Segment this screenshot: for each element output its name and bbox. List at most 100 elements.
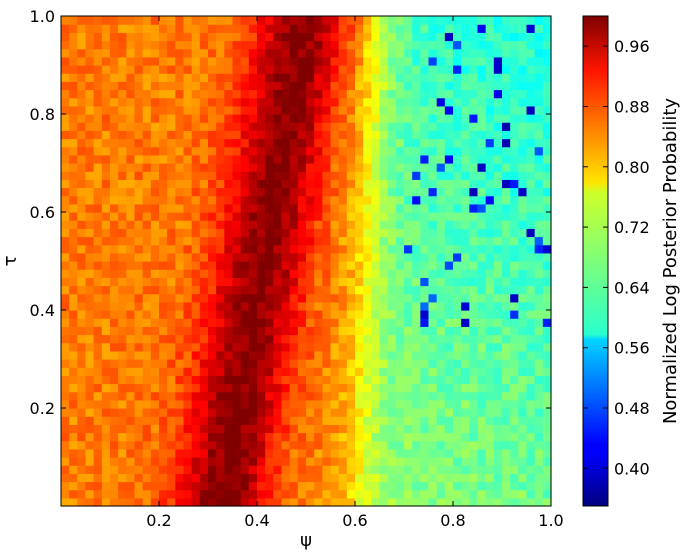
heatmap-cell: [330, 203, 340, 213]
heatmap-cell: [150, 342, 160, 352]
heatmap-cell: [461, 285, 470, 295]
heatmap-cell: [412, 367, 421, 376]
heatmap-cell: [240, 448, 250, 458]
heatmap-cell: [297, 16, 307, 25]
heatmap-cell: [118, 220, 127, 229]
heatmap-cell: [118, 203, 127, 213]
heatmap-cell: [273, 65, 283, 74]
heatmap-cell: [534, 301, 544, 311]
heatmap-cell: [101, 448, 111, 458]
heatmap-cell: [338, 203, 348, 213]
heatmap-cell: [93, 440, 103, 450]
heatmap-cell: [265, 163, 274, 172]
heatmap-cell: [150, 408, 160, 417]
heatmap-cell: [142, 203, 152, 213]
heatmap-cell: [379, 203, 389, 213]
heatmap-cell: [208, 154, 217, 164]
heatmap-cell: [395, 122, 405, 131]
heatmap-cell: [199, 236, 209, 246]
heatmap-cell: [281, 228, 291, 238]
heatmap-cell: [118, 473, 127, 483]
heatmap-cell: [469, 187, 479, 197]
heatmap-cell: [208, 342, 217, 352]
heatmap-cell: [428, 326, 438, 336]
heatmap-cell: [436, 416, 446, 425]
heatmap-cell: [216, 171, 225, 180]
heatmap-cell: [485, 163, 495, 172]
heatmap-cell: [167, 89, 176, 99]
heatmap-cell: [224, 195, 234, 205]
heatmap-cell: [338, 220, 348, 229]
heatmap-cell: [493, 367, 503, 376]
heatmap-cell: [273, 416, 283, 425]
heatmap-cell: [510, 375, 519, 385]
heatmap-cell: [338, 97, 348, 107]
heatmap-cell: [281, 334, 291, 344]
heatmap-cell: [355, 416, 364, 425]
heatmap-cell: [330, 424, 340, 434]
heatmap-cell: [69, 236, 78, 246]
heatmap-cell: [306, 334, 315, 344]
heatmap-cell: [118, 301, 127, 311]
heatmap-cell: [175, 114, 185, 123]
heatmap-cell: [110, 105, 119, 115]
heatmap-cell: [526, 383, 536, 393]
heatmap-cell: [485, 359, 495, 368]
heatmap-cell: [240, 220, 250, 229]
heatmap-cell: [265, 16, 274, 25]
heatmap-cell: [93, 138, 103, 148]
heatmap-cell: [273, 228, 283, 238]
heatmap-cell: [485, 220, 495, 229]
heatmap-cell: [273, 310, 283, 319]
heatmap-cell: [444, 24, 454, 33]
heatmap-cell: [150, 171, 160, 180]
heatmap-cell: [314, 497, 323, 507]
heatmap-cell: [77, 89, 87, 99]
heatmap-cell: [61, 56, 70, 66]
heatmap-cell: [240, 359, 250, 368]
heatmap-cell: [542, 375, 552, 385]
heatmap-cell: [232, 73, 242, 82]
heatmap-cell: [436, 16, 446, 25]
heatmap-cell: [477, 171, 487, 180]
heatmap-cell: [110, 130, 119, 140]
heatmap-cell: [93, 391, 103, 401]
heatmap-cell: [534, 252, 544, 262]
heatmap-cell: [216, 277, 225, 287]
heatmap-cell: [542, 195, 552, 205]
heatmap-cell: [93, 228, 103, 238]
heatmap-cell: [159, 154, 168, 164]
heatmap-cell: [338, 122, 348, 131]
heatmap-cell: [395, 448, 405, 458]
heatmap-cell: [371, 342, 381, 352]
heatmap-cell: [159, 122, 168, 131]
heatmap-cell: [191, 146, 201, 156]
heatmap-cell: [542, 203, 552, 213]
heatmap-cell: [346, 367, 356, 376]
heatmap-cell: [175, 408, 185, 417]
heatmap-cell: [420, 122, 430, 131]
heatmap-cell: [379, 146, 389, 156]
heatmap-cell: [395, 481, 405, 491]
heatmap-cell: [542, 122, 552, 131]
heatmap-cell: [322, 310, 332, 319]
heatmap-cell: [485, 310, 495, 319]
heatmap-cell: [412, 122, 421, 131]
heatmap-cell: [485, 97, 495, 107]
heatmap-cell: [428, 261, 438, 270]
heatmap-cell: [248, 481, 258, 491]
heatmap-cell: [469, 293, 479, 303]
heatmap-cell: [542, 97, 552, 107]
heatmap-cell: [355, 473, 364, 483]
heatmap-cell: [150, 146, 160, 156]
heatmap-cell: [534, 457, 544, 466]
colorbar-tick-label: 0.96: [614, 37, 650, 56]
heatmap-cell: [240, 465, 250, 474]
heatmap-cell: [526, 408, 536, 417]
heatmap-cell: [191, 122, 201, 131]
heatmap-cell: [281, 244, 291, 254]
heatmap-cell: [240, 367, 250, 376]
heatmap-cell: [85, 32, 95, 42]
heatmap-cell: [338, 334, 348, 344]
heatmap-cell: [183, 318, 193, 327]
